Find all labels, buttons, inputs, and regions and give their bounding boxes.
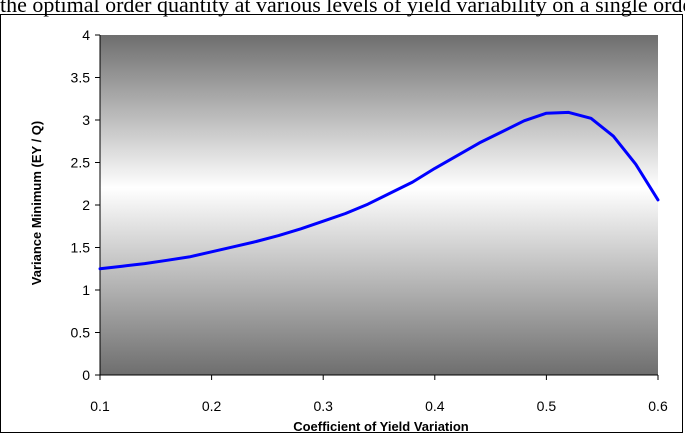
y-tick-label: 1 <box>82 282 90 298</box>
y-tick-label: 0.5 <box>71 325 91 341</box>
x-tick-label: 0.6 <box>648 398 668 414</box>
x-tick-label: 0.4 <box>425 398 445 414</box>
plot-area <box>100 35 658 375</box>
y-tick-label: 0 <box>82 367 90 383</box>
y-tick-label: 4 <box>82 27 90 43</box>
y-tick-label: 1.5 <box>71 240 91 256</box>
y-tick-label: 2.5 <box>71 155 91 171</box>
x-axis-title: Coefficient of Yield Variation <box>293 419 469 434</box>
x-tick-label: 0.2 <box>202 398 222 414</box>
clipped-caption-text: the optimal order quantity at various le… <box>0 0 685 18</box>
y-axis-title: Variance Minimum (EY / Q) <box>29 121 44 285</box>
series-line <box>98 110 660 271</box>
x-tick-label: 0.5 <box>537 398 557 414</box>
caption-text: the optimal order quantity at various le… <box>0 0 685 17</box>
x-tick-label: 0.1 <box>90 398 110 414</box>
chart-frame <box>0 14 683 433</box>
y-tick-label: 2 <box>82 197 90 213</box>
y-tick-label: 3.5 <box>71 70 91 86</box>
y-tick-label: 3 <box>82 112 90 128</box>
x-tick-label: 0.3 <box>313 398 333 414</box>
